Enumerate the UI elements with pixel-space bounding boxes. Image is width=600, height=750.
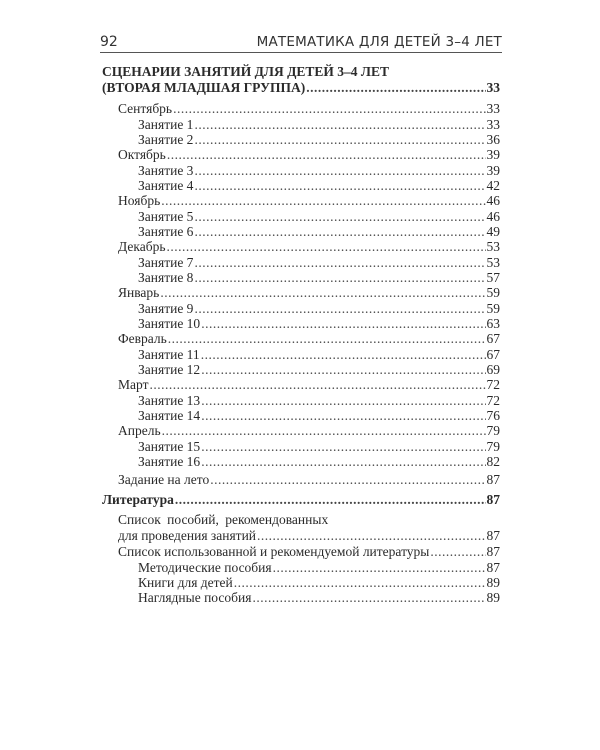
toc-entry-manuals: Список пособий, рекомендованных (118, 512, 329, 527)
dot-leader (194, 163, 485, 178)
dot-leader (175, 492, 486, 508)
dot-leader (194, 117, 485, 132)
dot-leader (201, 347, 486, 362)
toc-entry-lesson: Занятие 649 (102, 224, 500, 239)
toc-entry-lesson: Занятие 753 (102, 255, 500, 270)
dot-leader (168, 331, 486, 347)
dot-leader (201, 362, 485, 377)
toc-entry-lesson: Занятие 1063 (102, 316, 500, 331)
toc-entry-lesson: Занятие 339 (102, 163, 500, 178)
dot-leader (234, 575, 486, 590)
dot-leader (201, 408, 485, 423)
toc-entry-lesson: Занятие 1269 (102, 362, 500, 377)
toc-subentry: Книги для детей89 (102, 575, 500, 590)
toc-subentry: Методические пособия87 (102, 560, 500, 575)
dot-leader (160, 285, 485, 301)
toc-section-entry: (ВТОРАЯ МЛАДШАЯ ГРУППА)33 (102, 80, 500, 96)
dot-leader (162, 423, 486, 439)
header-rule (100, 52, 502, 53)
toc-entry-lesson: Занятие 1476 (102, 408, 500, 423)
toc-entry-lesson: Занятие 133 (102, 117, 500, 132)
toc-section-literature: Литература87 (102, 492, 500, 508)
dot-leader (306, 80, 485, 96)
page-number: 92 (100, 34, 118, 50)
dot-leader (194, 270, 485, 285)
toc-entry-month: Февраль67 (102, 331, 500, 347)
dot-leader (430, 544, 485, 560)
dot-leader (161, 193, 485, 209)
toc-entry-literature-list: Список использованной и рекомендуемой ли… (102, 544, 500, 560)
toc-entry-lesson: Занятие 1579 (102, 439, 500, 454)
toc-entry-month: Ноябрь46 (102, 193, 500, 209)
dot-leader (167, 239, 486, 255)
toc-subentry: Наглядные пособия89 (102, 590, 500, 605)
dot-leader (194, 132, 485, 147)
dot-leader (167, 147, 486, 163)
dot-leader (273, 560, 486, 575)
dot-leader (252, 590, 485, 605)
dot-leader (194, 224, 485, 239)
dot-leader (201, 454, 485, 469)
dot-leader (194, 178, 485, 193)
dot-leader (173, 101, 485, 117)
dot-leader (194, 255, 485, 270)
dot-leader (149, 377, 485, 393)
toc-entry-lesson: Занятие 1682 (102, 454, 500, 469)
toc-entry-lesson: Занятие 1372 (102, 393, 500, 408)
toc-entry-lesson: Занятие 546 (102, 209, 500, 224)
toc-entry-lesson: Занятие 857 (102, 270, 500, 285)
table-of-contents: СЦЕНАРИИ ЗАНЯТИЙ ДЛЯ ДЕТЕЙ 3–4 ЛЕТ (ВТОР… (102, 64, 500, 605)
toc-entry-lesson: Занятие 959 (102, 301, 500, 316)
toc-entry-lesson: Занятие 1167 (102, 347, 500, 362)
toc-entry-summer: Задание на лето87 (102, 472, 500, 488)
dot-leader (210, 472, 485, 488)
dot-leader (201, 316, 485, 331)
toc-entry-month: Январь59 (102, 285, 500, 301)
running-title: МАТЕМАТИКА ДЛЯ ДЕТЕЙ 3–4 ЛЕТ (256, 34, 502, 50)
dot-leader (201, 393, 485, 408)
dot-leader (194, 301, 485, 316)
toc-entry-lesson: Занятие 442 (102, 178, 500, 193)
dot-leader (194, 209, 485, 224)
month-list: Сентябрь33Занятие 133Занятие 236Октябрь3… (102, 101, 500, 469)
toc-entry-month: Октябрь39 (102, 147, 500, 163)
toc-section-title: СЦЕНАРИИ ЗАНЯТИЙ ДЛЯ ДЕТЕЙ 3–4 ЛЕТ (102, 64, 389, 79)
toc-entry-month: Март72 (102, 377, 500, 393)
toc-entry-month: Декабрь53 (102, 239, 500, 255)
toc-entry-month: Сентябрь33 (102, 101, 500, 117)
toc-entry-month: Апрель79 (102, 423, 500, 439)
running-header: 92 МАТЕМАТИКА ДЛЯ ДЕТЕЙ 3–4 ЛЕТ (100, 28, 502, 50)
dot-leader (257, 528, 485, 544)
toc-entry-lesson: Занятие 236 (102, 132, 500, 147)
dot-leader (201, 439, 485, 454)
toc-entry-manuals-cont: для проведения занятий87 (102, 528, 500, 544)
